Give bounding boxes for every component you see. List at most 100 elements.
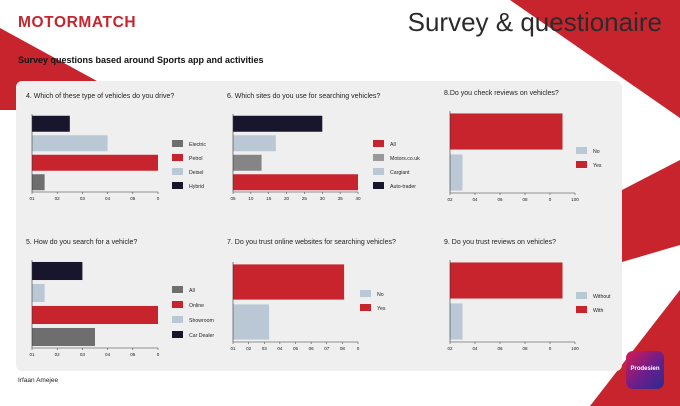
x-tick-label: 01 [29, 352, 35, 357]
legend-label: With [593, 308, 603, 314]
legend-label: Electric [189, 142, 206, 148]
prodesien-logo: Prodesien [626, 351, 664, 389]
x-tick-label: 08 [340, 346, 346, 351]
red-corner-top-right [510, 0, 680, 118]
bar-no [233, 304, 270, 340]
legend-swatch [360, 304, 371, 311]
x-tick-label: 20 [284, 196, 290, 201]
bar-auto-trader [233, 115, 323, 132]
brand-logo: MOTORMATCH [18, 14, 137, 31]
x-tick-label: 03 [262, 346, 268, 351]
legend-swatch [172, 316, 183, 323]
chart-title: 8.Do you check reviews on vehicles? [444, 90, 559, 97]
x-tick-label: 0 [357, 346, 360, 351]
bar-no [450, 154, 463, 191]
x-tick-label: 15 [266, 196, 272, 201]
legend-label: Yes [593, 163, 602, 169]
chart-title: 9. Do you trust reviews on vehicles? [444, 239, 556, 246]
legend-label: All [390, 142, 396, 148]
bar-diesel [32, 135, 108, 152]
bar-all [32, 327, 95, 347]
legend-label: Car Dealer [189, 333, 214, 339]
legend-swatch [373, 154, 384, 161]
legend-swatch [172, 331, 183, 338]
chart-vehicle-types: 4. Which of these type of vehicles do yo… [26, 86, 216, 216]
x-tick-label: 100 [571, 197, 579, 202]
legend-label: Motors.co.uk [390, 156, 420, 162]
logo-text: Prodesien [630, 366, 660, 372]
x-tick-label: 02 [447, 346, 453, 351]
bar-all [233, 174, 358, 191]
legend-label: Petrol [189, 156, 203, 162]
x-tick-label: 05 [293, 346, 299, 351]
chart-check-reviews: 8.Do you check reviews on vehicles? 02 04 0… [444, 83, 614, 218]
red-band-middle [622, 160, 680, 262]
chart-vehicle-types-svg: 4. Which of these type of vehicles do yo… [26, 93, 206, 201]
chart-search-method-svg: 5. How do you search for a vehicle? 01 02 0… [26, 239, 214, 357]
legend-swatch [373, 168, 384, 175]
chart-title: 7. Do you trust online websites for sear… [227, 239, 396, 246]
bar-yes [450, 113, 563, 150]
x-tick-label: 04 [277, 346, 283, 351]
x-tick-label: 40 [355, 196, 361, 201]
x-tick-label: 10 [248, 196, 254, 201]
x-tick-label: 06 [497, 346, 503, 351]
legend-swatch [360, 290, 371, 297]
legend-label: Auto-trader [390, 184, 416, 190]
x-tick-label: 30 [320, 196, 326, 201]
x-tick-label: 05 [230, 196, 236, 201]
legend-label: Showroom [189, 318, 214, 324]
chart-search-sites: 6. Which sites do you use for searching … [227, 86, 432, 216]
chart-check-reviews-svg: 8.Do you check reviews on vehicles? 02 04 0… [444, 90, 602, 202]
x-tick-label: 04 [472, 197, 478, 202]
legend-swatch [172, 286, 183, 293]
x-tick-label: 06 [497, 197, 503, 202]
chart-trust-reviews: 9. Do you trust reviews on vehicles? 02 04… [444, 232, 614, 362]
legend-label: No [377, 292, 384, 298]
x-tick-label: 02 [55, 352, 61, 357]
chart-trust-reviews-svg: 9. Do you trust reviews on vehicles? 02 04… [444, 239, 611, 351]
x-tick-label: 02 [447, 197, 453, 202]
legend-label: Hybrid [189, 184, 204, 190]
legend-label: All [189, 288, 195, 294]
legend-label: No [593, 149, 600, 155]
chart-trust-websites-svg: 7. Do you trust online websites for sear… [227, 239, 396, 351]
bar-online [32, 305, 158, 325]
legend-label: Online [189, 303, 204, 309]
chart-search-method: 5. How do you search for a vehicle? 01 02 0… [26, 232, 216, 362]
legend-label: Deisel [189, 170, 203, 176]
x-tick-label: 0 [157, 352, 160, 357]
legend-swatch [172, 154, 183, 161]
x-tick-label: 01 [29, 196, 35, 201]
x-tick-label: 0 [549, 346, 552, 351]
legend-label: Yes [377, 306, 386, 312]
legend-swatch [172, 301, 183, 308]
chart-title: 5. How do you search for a vehicle? [26, 239, 137, 246]
x-tick-label: 02 [246, 346, 252, 351]
x-tick-label: 35 [338, 196, 344, 201]
page-title: Survey & questionaire [407, 7, 662, 37]
bar-electric [32, 174, 45, 191]
chart-trust-websites: 7. Do you trust online websites for sear… [227, 232, 432, 362]
legend-label: Without [593, 294, 611, 300]
legend-swatch [576, 161, 587, 168]
x-tick-label: 08 [522, 197, 528, 202]
legend-swatch [576, 147, 587, 154]
chart-search-sites-svg: 6. Which sites do you use for searching … [227, 93, 420, 201]
bar-showroom [32, 283, 45, 303]
bar-without [450, 303, 463, 340]
x-tick-label: 05 [130, 352, 136, 357]
legend-swatch [373, 182, 384, 189]
bar-cargiant [233, 135, 276, 152]
x-tick-label: 02 [55, 196, 61, 201]
x-tick-label: 0 [549, 197, 552, 202]
legend-swatch [172, 182, 183, 189]
bar-petrol [32, 154, 158, 171]
x-tick-label: 03 [80, 196, 86, 201]
bar-with [450, 262, 563, 299]
legend-swatch [576, 292, 587, 299]
chart-title: 6. Which sites do you use for searching … [227, 93, 380, 100]
x-tick-label: 04 [105, 196, 111, 201]
page-subtitle: Survey questions based around Sports app… [18, 55, 264, 65]
x-tick-label: 04 [105, 352, 111, 357]
